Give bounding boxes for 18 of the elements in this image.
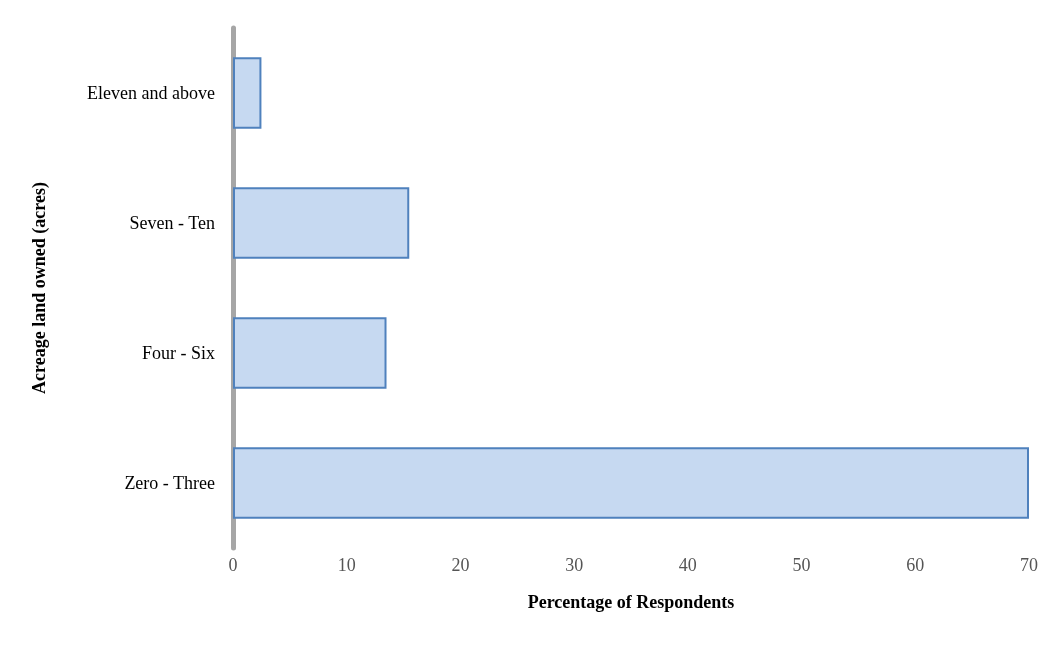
- x-tick-label: 40: [678, 555, 697, 575]
- y-tick-label: Seven - Ten: [129, 213, 215, 233]
- bar: [233, 317, 387, 389]
- x-tick-label: 60: [906, 555, 925, 575]
- x-tick-label: 10: [337, 555, 356, 575]
- x-tick-label: 20: [451, 555, 470, 575]
- y-axis-title: Acreage land owned (acres): [29, 182, 50, 394]
- y-tick-label: Eleven and above: [87, 83, 215, 103]
- y-tick-label: Zero - Three: [124, 473, 215, 493]
- bar: [233, 187, 410, 259]
- x-axis-title: Percentage of Respondents: [527, 592, 735, 612]
- bar: [233, 57, 262, 129]
- x-tick-label: 30: [565, 555, 584, 575]
- x-tick-label: 0: [228, 555, 238, 575]
- x-tick-label: 70: [1020, 555, 1038, 575]
- y-tick-label: Four - Six: [141, 343, 215, 363]
- bar: [233, 447, 1029, 519]
- x-tick-label: 50: [792, 555, 811, 575]
